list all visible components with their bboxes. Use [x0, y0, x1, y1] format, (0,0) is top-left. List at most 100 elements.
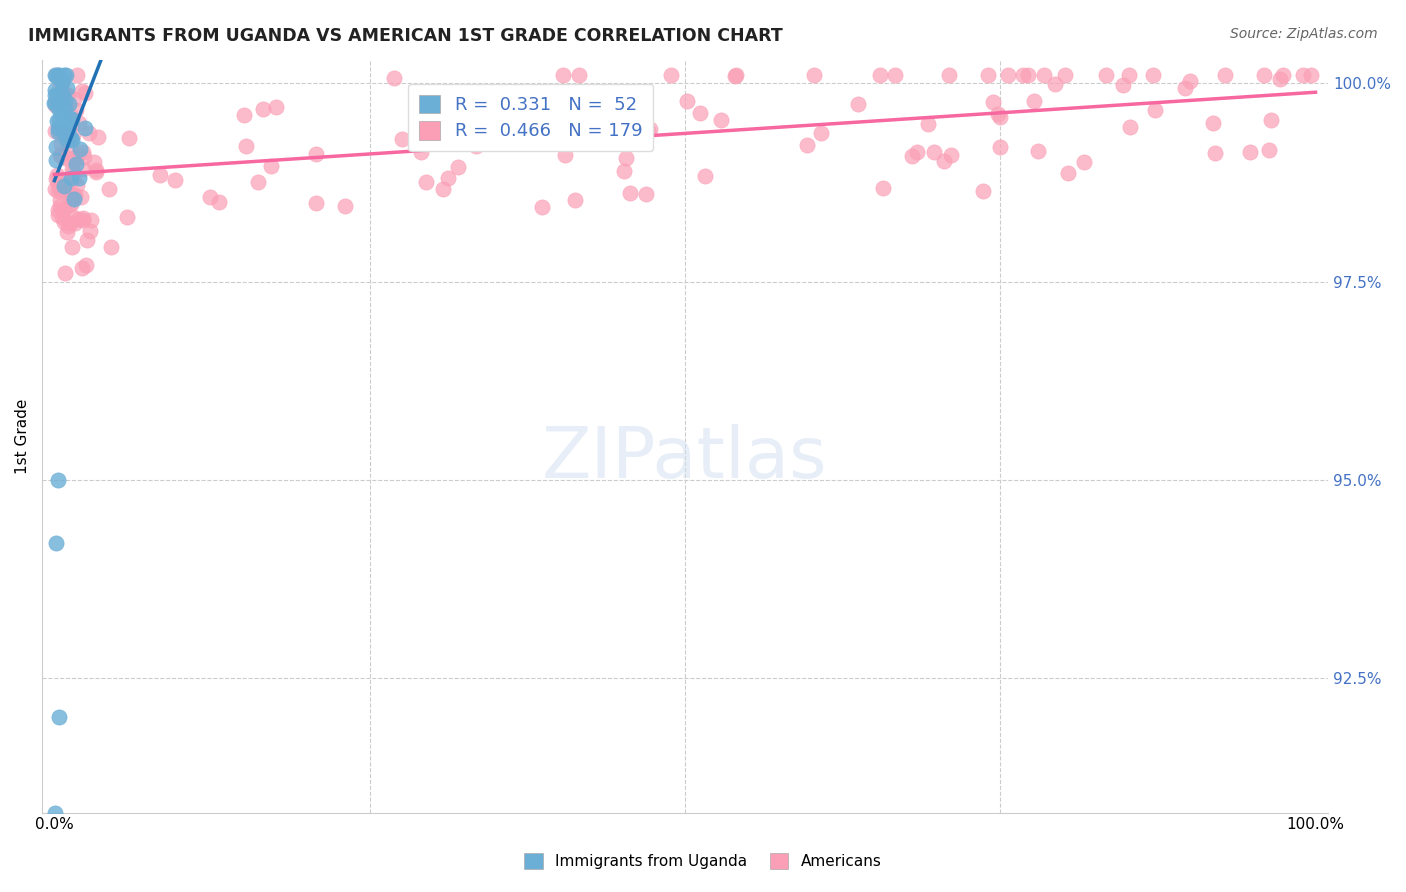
Point [48, 112, 70, 127]
Point [83, 154, 105, 169]
Point [675, 94, 697, 108]
Point [59, 171, 82, 186]
Point [391, 132, 413, 146]
Point [1119, 120, 1142, 134]
Point [75, 86, 97, 100]
Point [69, 142, 91, 156]
Point [465, 139, 488, 153]
Y-axis label: 1st Grade: 1st Grade [15, 399, 30, 474]
Point [70, 260, 93, 275]
Point [531, 118, 554, 132]
Point [62, 165, 84, 179]
Point [44, 95, 66, 110]
Point [59, 108, 82, 122]
Point [60, 133, 83, 147]
Text: Source: ZipAtlas.com: Source: ZipAtlas.com [1230, 27, 1378, 41]
Point [567, 85, 589, 99]
Point [988, 140, 1011, 154]
Point [972, 184, 994, 198]
Point [1011, 69, 1033, 83]
Point [51, 150, 73, 164]
Point [382, 70, 405, 85]
Point [63, 92, 86, 106]
Point [58, 112, 80, 126]
Point [693, 169, 716, 183]
Point [51, 74, 73, 88]
Point [803, 69, 825, 83]
Point [305, 146, 328, 161]
Point [65, 103, 87, 117]
Point [66, 211, 89, 226]
Point [45, 536, 67, 550]
Point [66, 69, 89, 83]
Point [48, 69, 70, 83]
Point [1202, 115, 1225, 129]
Point [505, 97, 527, 112]
Point [46, 208, 69, 222]
Point [58, 131, 80, 145]
Point [45, 89, 67, 103]
Point [67, 148, 90, 162]
Point [46, 120, 69, 135]
Legend: Immigrants from Uganda, Americans: Immigrants from Uganda, Americans [519, 847, 887, 875]
Point [59, 196, 82, 211]
Point [1178, 73, 1201, 87]
Point [1260, 113, 1282, 128]
Point [1257, 143, 1279, 157]
Point [48, 124, 70, 138]
Point [659, 69, 682, 83]
Point [75, 121, 97, 136]
Point [922, 145, 945, 160]
Point [44, 69, 66, 83]
Point [49, 199, 72, 213]
Point [1017, 69, 1039, 83]
Point [479, 136, 502, 150]
Point [598, 130, 620, 145]
Text: IMMIGRANTS FROM UGANDA VS AMERICAN 1ST GRADE CORRELATION CHART: IMMIGRANTS FROM UGANDA VS AMERICAN 1ST G… [28, 27, 783, 45]
Point [56, 225, 79, 239]
Point [51, 109, 73, 123]
Point [44, 83, 66, 97]
Point [1054, 69, 1077, 83]
Point [49, 93, 72, 107]
Point [45, 69, 67, 83]
Point [56, 80, 79, 95]
Point [447, 160, 470, 174]
Point [65, 157, 87, 171]
Point [1032, 69, 1054, 83]
Point [60, 186, 83, 200]
Point [56, 128, 79, 142]
Point [60, 112, 83, 127]
Point [796, 138, 818, 153]
Point [63, 216, 86, 230]
Point [900, 148, 922, 162]
Point [939, 148, 962, 162]
Point [1270, 71, 1292, 86]
Point [333, 199, 356, 213]
Point [49, 182, 72, 196]
Point [77, 126, 100, 140]
Point [72, 150, 94, 164]
Point [55, 117, 77, 131]
Point [53, 178, 76, 193]
Point [118, 130, 141, 145]
Point [72, 213, 94, 227]
Point [48, 710, 70, 724]
Point [72, 84, 94, 98]
Point [49, 193, 72, 207]
Point [1213, 69, 1236, 83]
Point [689, 105, 711, 120]
Point [45, 153, 67, 168]
Point [62, 211, 84, 225]
Point [51, 74, 73, 88]
Point [59, 132, 82, 146]
Point [917, 117, 939, 131]
Point [266, 99, 288, 113]
Point [46, 69, 69, 83]
Point [437, 171, 460, 186]
Point [606, 115, 628, 129]
Point [997, 69, 1019, 83]
Point [72, 145, 94, 160]
Point [55, 131, 77, 145]
Point [51, 87, 73, 101]
